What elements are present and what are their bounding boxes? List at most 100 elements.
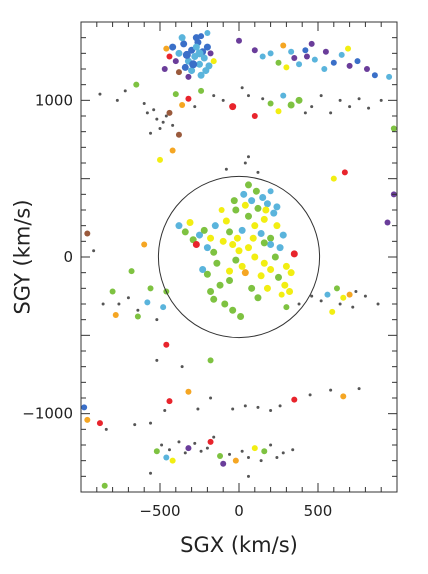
data-point	[163, 341, 170, 348]
data-point	[133, 81, 140, 88]
data-point	[149, 131, 153, 135]
data-point	[249, 234, 257, 242]
data-point	[240, 190, 248, 198]
data-point	[219, 237, 227, 245]
data-point	[212, 94, 216, 98]
data-point	[273, 222, 281, 230]
data-point	[203, 43, 211, 51]
data-point	[251, 253, 259, 261]
data-point	[101, 482, 108, 489]
data-point	[246, 94, 250, 98]
data-point	[155, 318, 159, 322]
data-point	[175, 131, 182, 138]
data-point	[287, 101, 295, 109]
data-point	[303, 53, 310, 60]
data-point	[232, 206, 240, 214]
data-point	[260, 215, 268, 223]
data-point	[244, 244, 252, 252]
data-point	[145, 111, 149, 115]
data-point	[267, 50, 274, 57]
data-point	[232, 457, 239, 464]
data-point	[276, 244, 284, 252]
data-point	[101, 302, 105, 306]
data-point	[338, 98, 342, 102]
data-point	[244, 181, 252, 189]
data-point	[230, 197, 238, 205]
data-point	[231, 407, 235, 411]
data-point	[210, 295, 218, 303]
data-point	[203, 270, 211, 278]
data-point	[128, 268, 135, 275]
x-tick-labels: −500 0 500	[139, 502, 332, 520]
data-point	[226, 267, 234, 275]
data-point	[240, 449, 244, 453]
data-point	[341, 169, 348, 176]
data-point	[267, 100, 274, 107]
data-point	[198, 33, 205, 40]
data-point	[192, 240, 200, 248]
data-point	[142, 101, 146, 105]
data-point	[183, 451, 187, 455]
data-point	[169, 147, 176, 154]
data-point	[181, 228, 189, 236]
data-point	[179, 102, 186, 109]
data-point	[263, 200, 271, 208]
y-tick-label: 1000	[35, 91, 73, 109]
data-point	[351, 305, 355, 309]
data-point	[269, 409, 273, 413]
data-point	[330, 175, 337, 182]
data-point	[196, 231, 203, 239]
axis-ticks	[80, 21, 398, 493]
data-point	[290, 250, 298, 258]
x-tick-label: 500	[304, 502, 333, 520]
data-point	[310, 105, 314, 109]
data-point	[254, 294, 262, 302]
data-point	[238, 226, 246, 234]
data-point	[149, 471, 153, 475]
data-point	[241, 269, 249, 277]
data-point	[169, 43, 177, 51]
data-point	[149, 421, 153, 425]
data-point	[297, 302, 301, 306]
data-point	[109, 288, 116, 295]
y-axis-title: SGY (km/s)	[10, 199, 34, 314]
data-point	[241, 201, 249, 209]
data-point	[196, 407, 200, 411]
data-point	[235, 247, 243, 255]
data-point	[346, 291, 353, 298]
x-tick-label: −500	[139, 502, 180, 520]
data-point	[185, 445, 192, 452]
data-point	[248, 284, 256, 292]
y-tick-label: 0	[63, 248, 73, 266]
data-point	[166, 109, 173, 116]
data-point	[340, 294, 347, 301]
data-point	[287, 269, 295, 277]
data-point	[166, 53, 173, 60]
data-point	[348, 105, 352, 109]
data-point	[229, 306, 237, 314]
data-point	[345, 45, 352, 52]
data-point	[226, 228, 234, 236]
data-point	[243, 161, 247, 165]
data-point	[390, 125, 397, 132]
data-point	[212, 435, 216, 439]
data-point	[357, 97, 361, 101]
data-point	[256, 405, 260, 409]
data-point	[157, 156, 163, 163]
data-point	[180, 40, 188, 48]
data-point	[263, 284, 271, 292]
data-point	[193, 105, 197, 109]
x-axis-title: SGX (km/s)	[180, 533, 298, 557]
data-point	[207, 438, 214, 445]
data-point	[260, 239, 268, 247]
data-point	[153, 448, 160, 455]
data-point	[267, 188, 274, 195]
data-point	[172, 58, 179, 65]
data-point	[259, 459, 263, 463]
data-point	[257, 272, 265, 280]
data-point	[243, 404, 247, 408]
data-point	[126, 296, 130, 300]
data-point	[158, 127, 162, 131]
data-point	[213, 259, 221, 267]
data-point	[257, 230, 265, 237]
